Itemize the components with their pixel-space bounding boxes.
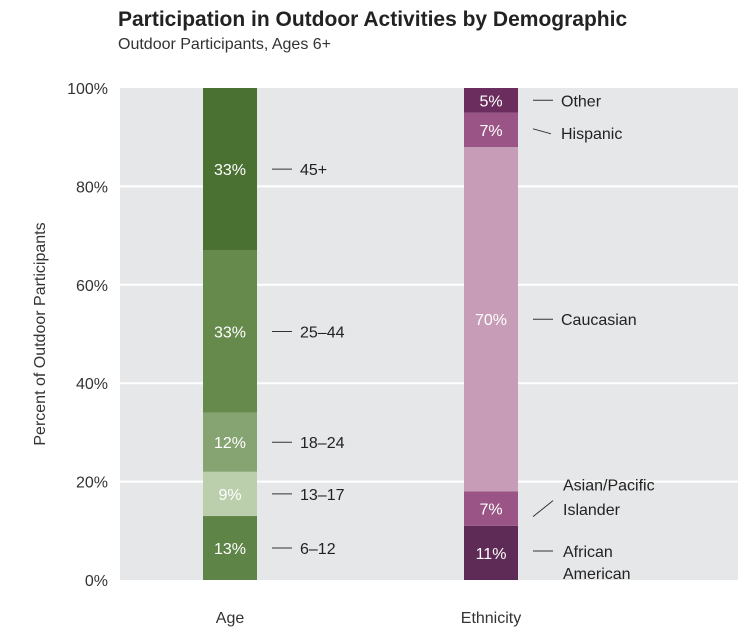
data-label: 7% bbox=[479, 502, 502, 519]
leader-line bbox=[532, 128, 552, 135]
data-label: 7% bbox=[479, 123, 502, 140]
bar-segment bbox=[203, 412, 257, 472]
segment-label: 6–12 bbox=[300, 541, 336, 558]
chart-subtitle: Outdoor Participants, Ages 6+ bbox=[118, 36, 332, 53]
bar-segment bbox=[464, 147, 518, 492]
x-tick-label: Ethnicity bbox=[461, 610, 521, 627]
data-label: 5% bbox=[479, 93, 502, 110]
segment-label: American bbox=[563, 566, 631, 583]
segment-label: Caucasian bbox=[561, 312, 637, 329]
bar-segment bbox=[464, 112, 518, 148]
chart-title: Participation in Outdoor Activities by D… bbox=[118, 8, 628, 31]
segment-label: 18–24 bbox=[300, 435, 345, 452]
y-tick-label: 100% bbox=[67, 81, 108, 98]
data-label: 9% bbox=[218, 487, 241, 504]
data-label: 33% bbox=[214, 162, 246, 179]
segment-label: Asian/Pacific bbox=[563, 478, 655, 495]
bar-segment bbox=[203, 471, 257, 517]
y-tick-label: 80% bbox=[76, 179, 108, 196]
segment-label: Islander bbox=[563, 502, 621, 519]
bar-segment bbox=[203, 250, 257, 413]
segment-label: 25–44 bbox=[300, 325, 345, 342]
bar-segment bbox=[464, 525, 518, 580]
data-label: 12% bbox=[214, 435, 246, 452]
data-label: 33% bbox=[214, 325, 246, 342]
leader-line bbox=[532, 500, 554, 518]
bar-segment bbox=[464, 491, 518, 526]
bar-segment bbox=[464, 88, 518, 113]
y-tick-label: 0% bbox=[85, 573, 108, 590]
bar-segment bbox=[203, 516, 257, 580]
y-tick-label: 40% bbox=[76, 376, 108, 393]
data-label: 11% bbox=[476, 546, 507, 563]
y-tick-label: 20% bbox=[76, 475, 108, 492]
y-tick-label: 60% bbox=[76, 278, 108, 295]
segment-label: African bbox=[563, 544, 613, 561]
segment-label: 13–17 bbox=[300, 487, 345, 504]
data-label: 13% bbox=[214, 541, 246, 558]
x-tick-label: Age bbox=[216, 610, 245, 627]
data-label: 70% bbox=[475, 312, 507, 329]
segment-label: Hispanic bbox=[561, 126, 622, 143]
segment-label: Other bbox=[561, 93, 602, 110]
y-axis-label: Percent of Outdoor Participants bbox=[32, 222, 49, 445]
bar-segment bbox=[203, 88, 257, 251]
segment-label: 45+ bbox=[300, 162, 327, 179]
